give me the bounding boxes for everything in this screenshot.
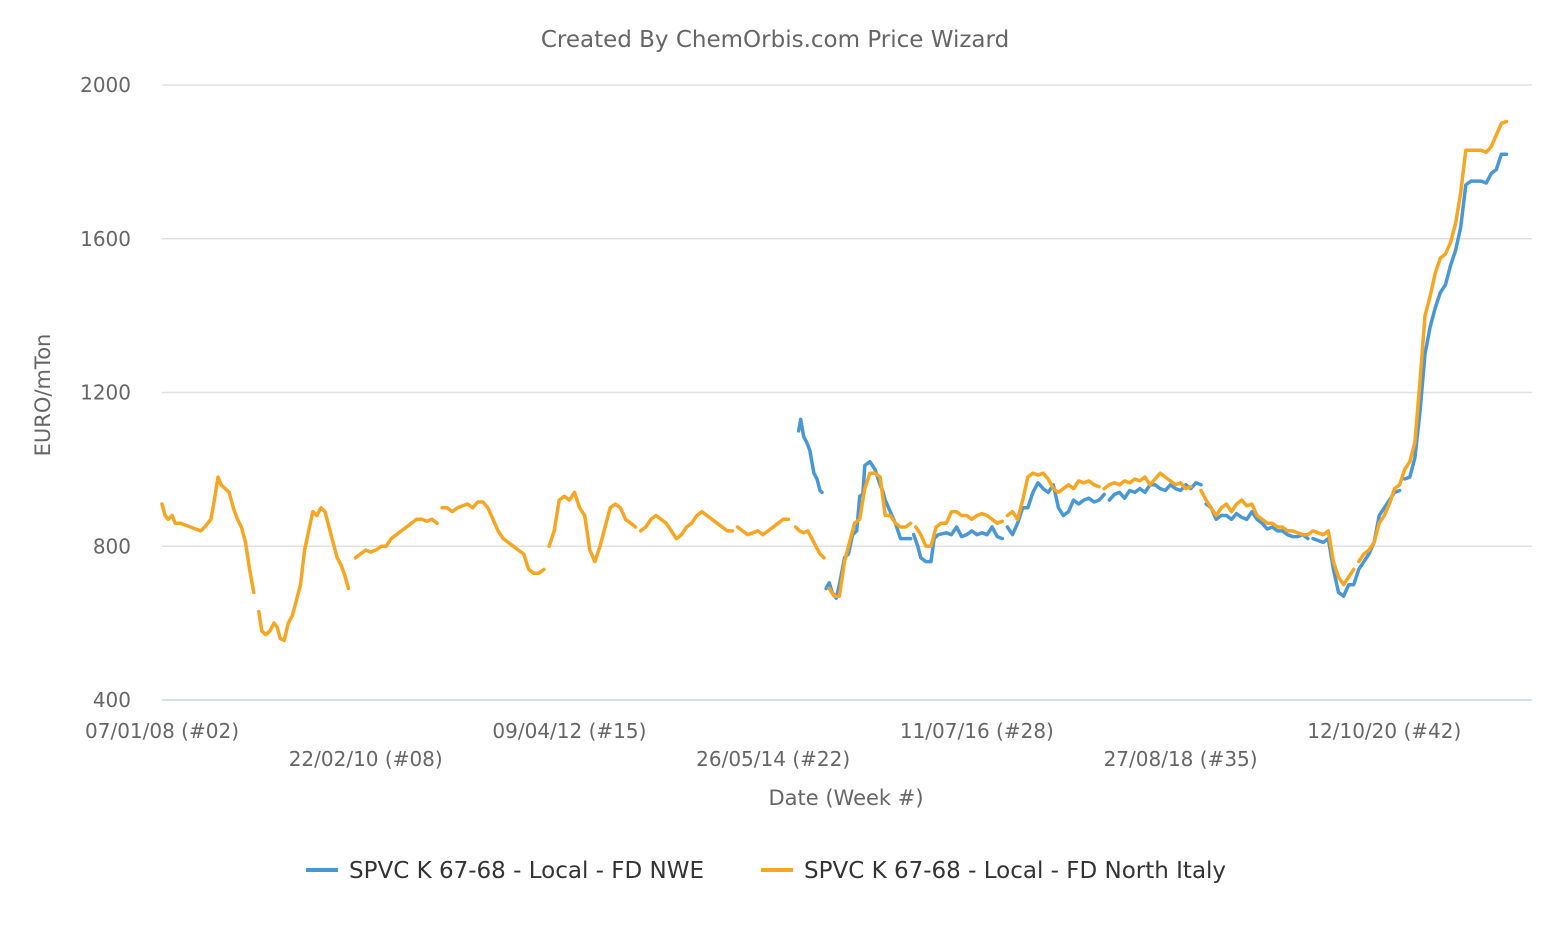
y-axis-ticks: 400 800 1200 1600 2000	[80, 73, 131, 712]
series-layer	[160, 119, 1509, 643]
series-line-segment	[353, 517, 439, 560]
x-axis-ticks: 07/01/08 (#02) 22/02/10 (#08) 09/04/12 (#1…	[85, 719, 1461, 771]
y-tick-label: 400	[93, 688, 131, 712]
series-line-segment	[1199, 488, 1356, 587]
series-line-segment	[1357, 119, 1509, 564]
series-line-segment	[796, 417, 824, 495]
x-tick-label: 22/02/10 (#08)	[289, 747, 443, 771]
series-line-segment	[1204, 502, 1310, 541]
series-line-segment	[257, 506, 351, 643]
x-tick-label: 27/08/18 (#35)	[1104, 747, 1258, 771]
x-tick-label: 26/05/14 (#22)	[696, 747, 850, 771]
series-line-segment	[1102, 471, 1193, 491]
y-tick-label: 2000	[80, 73, 131, 97]
legend-label-north-italy: SPVC K 67-68 - Local - FD North Italy	[804, 858, 1226, 884]
series-line-segment	[914, 509, 1005, 549]
x-tick-label: 11/07/16 (#28)	[900, 719, 1054, 743]
legend-label-nwe: SPVC K 67-68 - Local - FD NWE	[349, 858, 704, 884]
x-tick-label: 09/04/12 (#15)	[492, 719, 646, 743]
series-nwe	[796, 152, 1509, 600]
series-line-segment	[735, 517, 791, 537]
y-tick-label: 1200	[80, 381, 131, 405]
series-line-segment	[1107, 481, 1203, 502]
series-line-segment	[1005, 471, 1101, 522]
y-axis-label: EURO/mTon	[31, 334, 55, 457]
series-line-segment	[160, 475, 256, 595]
y-tick-label: 1600	[80, 227, 131, 251]
grid-layer	[162, 84, 1532, 701]
legend[interactable]: SPVC K 67-68 - Local - FD NWE SPVC K 67-…	[306, 858, 1226, 884]
series-line-segment	[1402, 152, 1509, 481]
series-line-segment	[1311, 488, 1402, 598]
legend-item-nwe[interactable]: SPVC K 67-68 - Local - FD NWE	[306, 858, 704, 884]
series-north-italy	[160, 119, 1509, 643]
x-tick-label: 07/01/08 (#02)	[85, 719, 239, 743]
series-line-segment	[911, 525, 1005, 564]
series-line-segment	[638, 509, 735, 541]
series-line-segment	[547, 490, 638, 564]
x-axis-label: Date (Week #)	[768, 786, 923, 810]
y-tick-label: 800	[93, 534, 131, 558]
series-line-segment	[440, 500, 546, 575]
series-line-segment	[827, 471, 913, 598]
x-tick-label: 12/10/20 (#42)	[1307, 719, 1461, 743]
chart-title: Created By ChemOrbis.com Price Wizard	[541, 27, 1009, 53]
legend-item-north-italy[interactable]: SPVC K 67-68 - Local - FD North Italy	[761, 858, 1226, 884]
series-line-segment	[1005, 481, 1106, 537]
series-line-segment	[793, 525, 826, 560]
